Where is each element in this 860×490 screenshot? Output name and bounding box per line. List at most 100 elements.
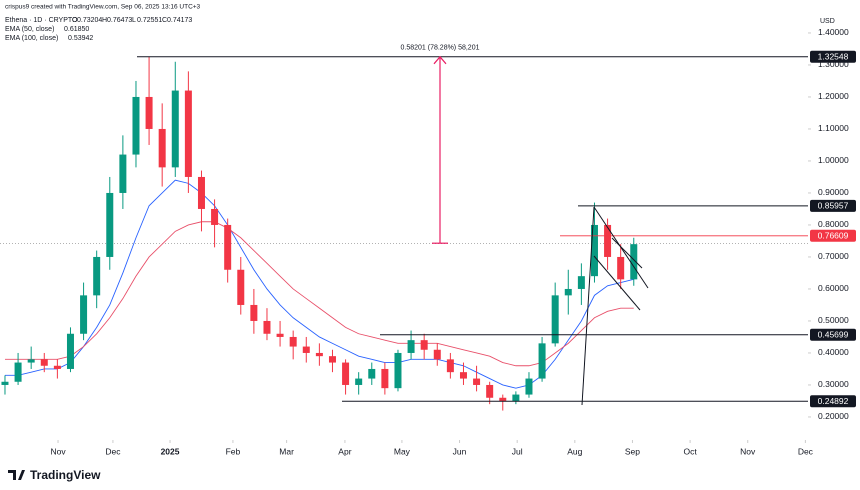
candle-body (564, 288, 572, 296)
candle-body (381, 368, 389, 389)
y-tick-label: 1.20000 (818, 91, 849, 101)
candle-body (590, 224, 598, 277)
ema-value: 0.61850 (64, 26, 89, 33)
candle-body (263, 320, 271, 334)
candle-body (486, 384, 494, 398)
y-tick-label: 0.50000 (818, 315, 849, 325)
x-tick-label: May (394, 446, 411, 456)
y-tick-label: 0.90000 (818, 187, 849, 197)
x-tick-label: Dec (798, 446, 814, 456)
x-tick-label: Nov (50, 446, 66, 456)
credit: crispus9 created with TradingView.com, S… (5, 4, 201, 11)
y-tick-label: 0.60000 (818, 283, 849, 293)
candle-body (604, 224, 612, 257)
x-tick-label: Apr (338, 446, 351, 456)
y-tick-label: 1.30000 (818, 59, 849, 69)
candle-body (276, 333, 284, 337)
candle-body (394, 352, 402, 389)
candle-body (66, 333, 74, 369)
ohlc-letter: L (132, 17, 136, 24)
layer (0, 179, 808, 389)
trend-line (611, 237, 643, 269)
x-tick-label: Dec (105, 446, 121, 456)
y-tick-label: 0.80000 (818, 219, 849, 229)
level-box (810, 328, 856, 341)
x-tick-label: Sep (625, 446, 640, 456)
candle-body (538, 343, 546, 379)
x-tick-label: Nov (740, 446, 756, 456)
level-box (810, 395, 856, 408)
x-tick-label: Mar (279, 446, 294, 456)
candle-body (473, 378, 481, 385)
ohlc-value: 0.74173 (167, 17, 192, 24)
ohlc-letter: H (102, 17, 107, 24)
level-label: 0.24892 (818, 396, 849, 406)
candle-body (80, 295, 88, 334)
level-box (810, 50, 856, 63)
candle-body (93, 256, 101, 296)
candle-body (158, 128, 166, 168)
brand: TradingView (30, 468, 101, 482)
ohlc-value: 0.73204 (77, 17, 102, 24)
candle-body (171, 90, 179, 168)
y-tick-label: 0.30000 (818, 379, 849, 389)
candle-body (459, 372, 467, 379)
level-label: 0.45699 (818, 329, 849, 339)
candle-body (27, 359, 35, 363)
candle-body (14, 362, 22, 382)
candle-body (315, 352, 323, 357)
candle-body (53, 365, 61, 369)
currency: USD (820, 18, 835, 25)
candle-body (197, 176, 205, 209)
marked-price-label: 0.76609 (818, 231, 849, 241)
x-tick-label: Feb (226, 446, 241, 456)
title: Ethena · 1D · CRYPTO (5, 17, 78, 24)
logo: TradingView (8, 468, 101, 482)
candle-body (302, 346, 310, 353)
y-tick-label: 0.70000 (818, 251, 849, 261)
candle-body (617, 256, 625, 280)
candle-body (525, 378, 533, 395)
level-box (810, 199, 856, 212)
candle-body (132, 96, 140, 155)
candle-body (433, 349, 441, 360)
candle-body (1, 381, 9, 385)
measure-head (433, 55, 447, 65)
candle-body (40, 359, 48, 366)
ohlc-value: 0.76473 (107, 17, 132, 24)
trend-line (581, 206, 595, 406)
ema-value: 0.53942 (68, 35, 93, 42)
y-tick-label: 0.40000 (818, 347, 849, 357)
level-label: 1.32548 (818, 52, 849, 62)
x-tick-label: Jul (512, 446, 523, 456)
candle-body (446, 359, 454, 373)
candle-body (512, 394, 520, 401)
logo-icon (8, 470, 25, 480)
y-tick-label: 1.40000 (818, 27, 849, 37)
candle-body (342, 362, 350, 385)
candle-body (224, 224, 232, 270)
candle-body (289, 336, 297, 347)
x-tick-label: Aug (567, 446, 582, 456)
candle-body (328, 356, 336, 363)
candle-body (237, 269, 245, 305)
ohlc-letter: C (162, 17, 167, 24)
candle-body (420, 340, 428, 350)
ema-line (4, 221, 634, 367)
y-tick-label: 1.00000 (818, 155, 849, 165)
candle-body (368, 368, 376, 379)
candle-body (119, 154, 127, 193)
candle-body (145, 96, 153, 129)
candle-body (499, 397, 507, 401)
candle-body (355, 378, 363, 385)
candle-body (577, 276, 585, 289)
ohlc-letter: O (72, 17, 78, 24)
ema-name: EMA (50, close) (5, 26, 54, 33)
marked-price-box (810, 229, 856, 242)
ema-name: EMA (100, close) (5, 35, 58, 42)
trend-line (593, 255, 641, 311)
level-label: 0.85957 (818, 201, 849, 211)
ohlc-value: 0.72551 (137, 17, 162, 24)
candle-body (407, 340, 415, 353)
